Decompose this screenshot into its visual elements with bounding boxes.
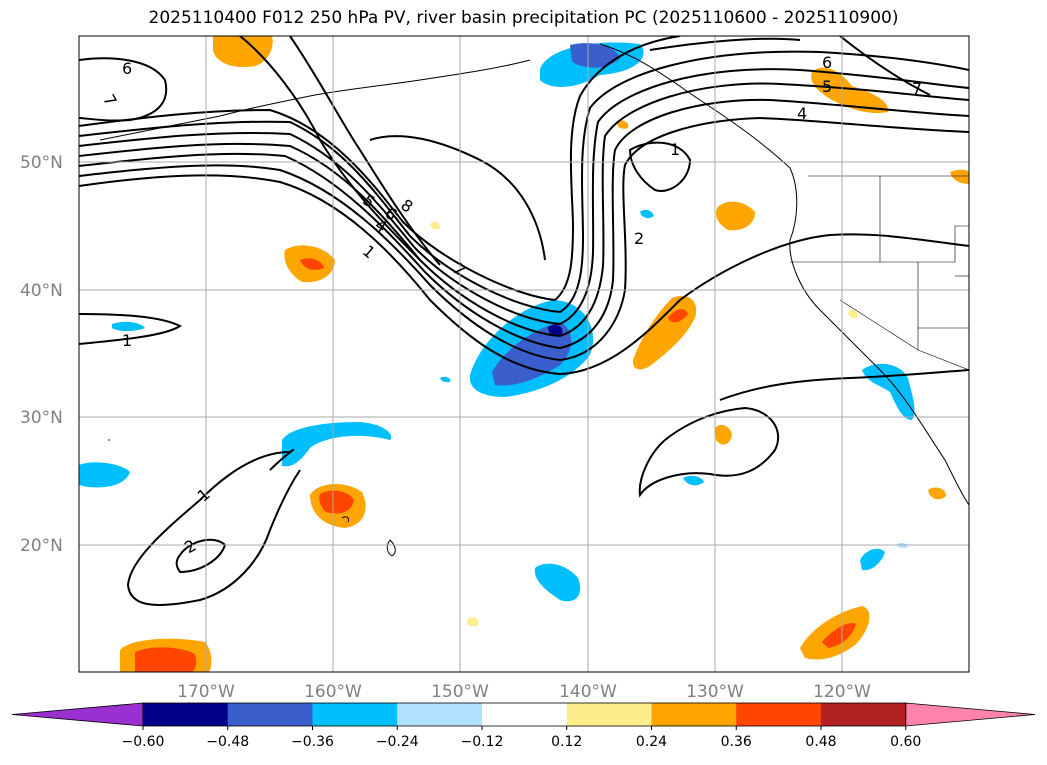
colorbar-bin xyxy=(566,703,652,726)
contour-label: 2 xyxy=(634,229,644,248)
colorbar-bin xyxy=(143,703,229,726)
colorbar-tick-label: 0.48 xyxy=(805,734,836,750)
neg-area xyxy=(534,563,581,602)
pos-area xyxy=(811,67,889,114)
lon-label: 120°W xyxy=(813,682,871,702)
lon-label: 150°W xyxy=(431,682,489,702)
precip-shading xyxy=(79,36,969,672)
contour-label: 4 xyxy=(797,104,807,123)
lon-label: 140°W xyxy=(559,682,617,702)
lat-label: 50°N xyxy=(20,153,63,173)
lon-labels: 170°W 160°W 150°W 140°W 130°W 120°W xyxy=(177,682,871,702)
neg-area xyxy=(683,475,704,486)
pos-area xyxy=(822,623,856,648)
colorbar-bin xyxy=(821,703,907,726)
pos-area xyxy=(928,487,946,500)
lat-label: 30°N xyxy=(20,408,63,428)
map-title: 2025110400 F012 250 hPa PV, river basin … xyxy=(148,8,899,28)
colorbar-over-triangle xyxy=(905,702,1036,727)
neg-area xyxy=(112,321,145,331)
lon-label: 170°W xyxy=(177,682,235,702)
neg-area xyxy=(79,462,130,488)
pv-contours xyxy=(79,36,969,606)
neg-area xyxy=(640,209,654,219)
pos-area xyxy=(300,258,324,270)
colorbar-outline xyxy=(142,702,907,727)
colorbar-tick-label: −0.48 xyxy=(206,734,249,750)
pos-area xyxy=(430,221,440,230)
lon-label: 130°W xyxy=(686,682,744,702)
pos-area xyxy=(319,490,354,514)
lon-label: 160°W xyxy=(304,682,362,702)
neg-area xyxy=(548,324,563,336)
contour-label: 1 xyxy=(670,140,680,159)
neg-area xyxy=(282,422,392,467)
pos-area xyxy=(467,617,479,627)
colorbar-tick-label: 0.24 xyxy=(636,734,667,750)
colorbar-tick-label: −0.12 xyxy=(461,734,504,750)
neg-area xyxy=(440,376,451,383)
colorbar-ticks: −0.60 −0.48 −0.36 −0.24 −0.12 0.12 0.24 0.36 0.4… xyxy=(122,726,921,750)
colorbar-bin xyxy=(736,703,822,726)
colorbar-tick-label: −0.36 xyxy=(291,734,334,750)
colorbar-tick-label: 0.12 xyxy=(551,734,582,750)
contour-label: 7 xyxy=(912,79,922,98)
lat-label: 40°N xyxy=(20,281,63,301)
colorbar-bin xyxy=(482,703,568,726)
pos-area xyxy=(716,201,755,231)
colorbar-under-triangle xyxy=(11,702,144,727)
colorbar xyxy=(11,702,1036,727)
colorbar-tick-label: 0.60 xyxy=(890,734,921,750)
pos-area xyxy=(135,647,197,672)
pos-area xyxy=(668,309,688,323)
map-frame xyxy=(78,35,970,673)
pos-area xyxy=(950,169,969,184)
neg-area xyxy=(862,363,915,420)
contour-label: 5 xyxy=(822,77,832,96)
colorbar-bin xyxy=(651,703,737,726)
lat-label: 20°N xyxy=(20,536,63,556)
pos-area xyxy=(848,309,858,319)
neg-area xyxy=(570,43,620,68)
pos-area xyxy=(715,424,732,445)
colorbar-tick-label: −0.24 xyxy=(376,734,419,750)
colorbar-bin xyxy=(227,703,313,726)
contour-label: 6 xyxy=(122,59,132,78)
contour-label: 6 xyxy=(822,53,832,72)
contour-label: 1 xyxy=(122,331,132,350)
colorbar-tick-label: 0.36 xyxy=(721,734,752,750)
colorbar-bin xyxy=(312,703,398,726)
colorbar-bin xyxy=(397,703,483,726)
lat-labels: 50°N 40°N 30°N 20°N xyxy=(20,153,63,556)
graticule xyxy=(79,36,969,672)
pos-area xyxy=(617,120,629,129)
colorbar-tick-label: −0.60 xyxy=(122,734,165,750)
pos-area xyxy=(213,36,273,68)
neg-area xyxy=(860,548,885,571)
